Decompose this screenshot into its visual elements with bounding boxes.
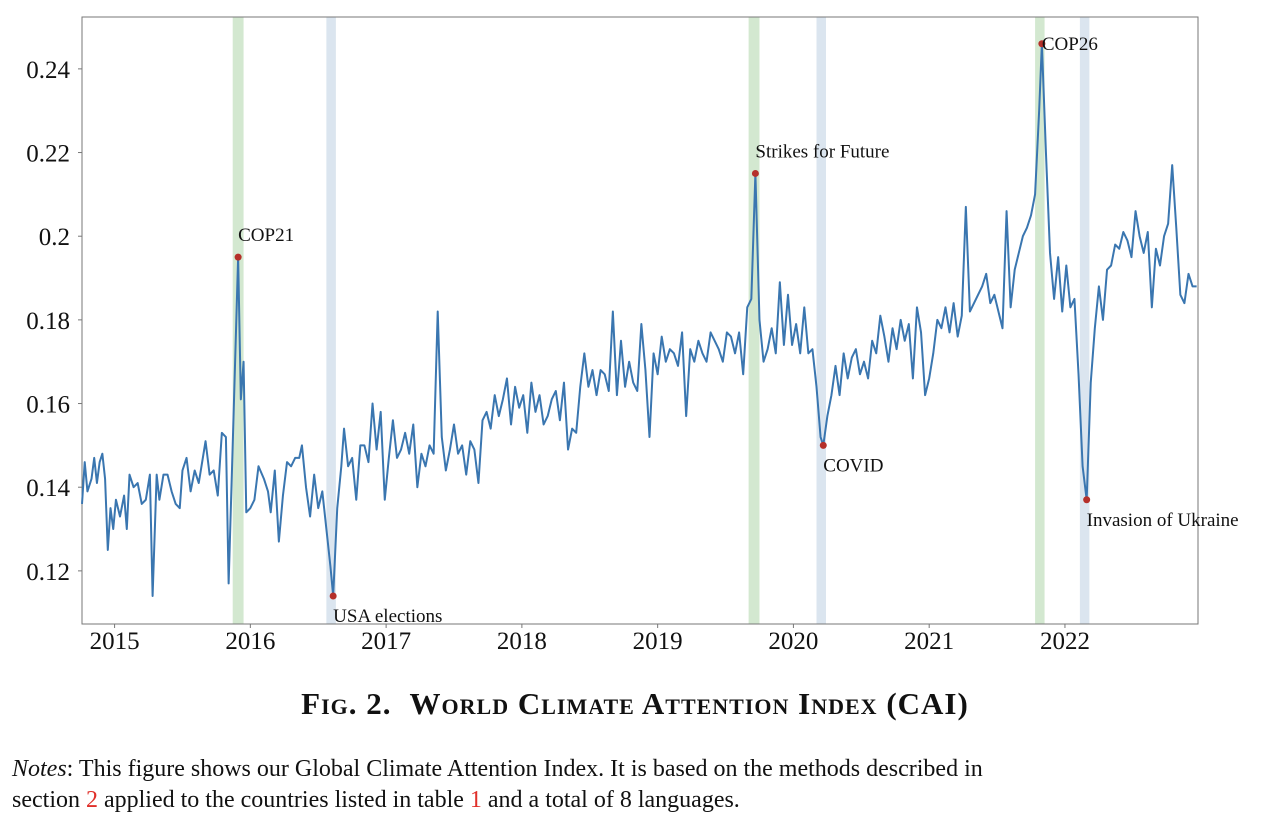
y-tick-label: 0.12 <box>26 559 70 586</box>
event-marker <box>1038 40 1046 48</box>
x-tick-label: 2016 <box>225 628 275 655</box>
x-tick-label: 2017 <box>361 628 411 655</box>
event-marker <box>329 592 337 600</box>
y-tick-label: 0.16 <box>26 392 70 419</box>
event-label: COP26 <box>1042 34 1098 55</box>
caption-label: Fig. 2. <box>301 686 392 721</box>
notes-text: section <box>12 787 86 813</box>
x-tick-label: 2018 <box>497 628 547 655</box>
event-label: USA elections <box>333 606 442 627</box>
y-tick-label: 0.22 <box>26 141 70 168</box>
x-tick-label: 2021 <box>904 628 954 655</box>
event-marker <box>751 169 759 177</box>
event-label: Strikes for Future <box>755 141 889 162</box>
notes-text: : This figure shows our Global Climate A… <box>66 756 983 782</box>
table-ref[interactable]: 1 <box>469 787 482 813</box>
event-band <box>326 17 336 624</box>
y-tick-label: 0.24 <box>26 57 70 84</box>
x-tick-label: 2022 <box>1040 628 1090 655</box>
y-tick-label: 0.2 <box>39 224 70 251</box>
event-band <box>232 17 244 624</box>
notes: Notes: This figure shows our Global Clim… <box>12 754 1267 816</box>
notes-text: and a total of 8 languages. <box>481 787 740 813</box>
event-band <box>816 17 826 624</box>
chart: 0.12 0.14 0.16 0.18 0.2 0.22 0.24 2015 2016 2017 2… <box>26 16 1239 655</box>
plot-frame <box>81 16 1199 625</box>
x-tick-label: 2015 <box>90 628 140 655</box>
y-tick-label: 0.18 <box>26 308 70 335</box>
x-tick-label: 2020 <box>768 628 818 655</box>
event-band <box>748 17 760 624</box>
event-band <box>1079 17 1090 624</box>
section-ref[interactable]: 2 <box>85 787 98 813</box>
index-line <box>81 42 1197 597</box>
event-marker <box>1083 496 1091 504</box>
event-label: COVID <box>823 455 883 476</box>
notes-text: applied to the countries listed in table <box>97 787 470 813</box>
event-marker <box>819 441 827 449</box>
x-tick-label: 2019 <box>633 628 683 655</box>
notes-label: Notes <box>12 756 67 782</box>
event-band <box>1035 17 1045 624</box>
event-label: Invasion of Ukraine <box>1087 510 1239 531</box>
caption-title: World Climate Attention Index (CAI) <box>409 686 969 721</box>
y-tick-label: 0.14 <box>26 475 70 502</box>
event-marker <box>234 253 242 261</box>
figure-caption: Fig. 2. World Climate Attention Index (CA… <box>0 686 1270 722</box>
event-label: COP21 <box>238 225 294 246</box>
